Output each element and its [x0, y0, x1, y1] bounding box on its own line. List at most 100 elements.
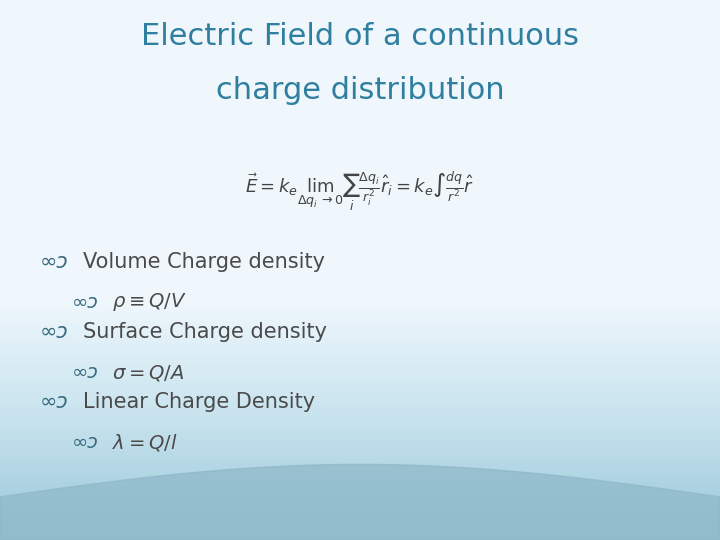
Bar: [0, 40, 720, 43]
Bar: [0, 313, 720, 316]
Bar: [0, 470, 720, 472]
Bar: [0, 262, 720, 265]
Bar: [0, 392, 720, 394]
Bar: [0, 302, 720, 305]
Bar: [0, 46, 720, 49]
Bar: [0, 122, 720, 124]
Bar: [0, 265, 720, 267]
Bar: [0, 275, 720, 278]
Bar: [0, 354, 720, 356]
Bar: [0, 472, 720, 475]
Bar: [0, 316, 720, 319]
Bar: [0, 478, 720, 481]
Bar: [0, 335, 720, 338]
Bar: [0, 494, 720, 497]
Bar: [0, 111, 720, 113]
Bar: [0, 65, 720, 68]
Text: ∞ɔ: ∞ɔ: [40, 252, 68, 272]
Bar: [0, 483, 720, 486]
Bar: [0, 130, 720, 132]
Bar: [0, 338, 720, 340]
Bar: [0, 62, 720, 65]
Bar: [0, 240, 720, 243]
Bar: [0, 157, 720, 159]
Bar: [0, 103, 720, 105]
Bar: [0, 108, 720, 111]
Bar: [0, 143, 720, 146]
Bar: [0, 146, 720, 148]
Bar: [0, 505, 720, 508]
Bar: [0, 524, 720, 526]
Text: ∞ɔ: ∞ɔ: [40, 322, 68, 342]
Bar: [0, 521, 720, 524]
Bar: [0, 370, 720, 373]
Bar: [0, 281, 720, 284]
Bar: [0, 27, 720, 30]
Bar: [0, 219, 720, 221]
Bar: [0, 173, 720, 176]
Bar: [0, 332, 720, 335]
Bar: [0, 70, 720, 73]
Bar: [0, 238, 720, 240]
Bar: [0, 49, 720, 51]
Bar: [0, 267, 720, 270]
Bar: [0, 340, 720, 343]
Bar: [0, 305, 720, 308]
Bar: [0, 159, 720, 162]
Bar: [0, 189, 720, 192]
Bar: [0, 373, 720, 375]
Bar: [0, 432, 720, 435]
Text: Surface Charge density: Surface Charge density: [83, 322, 327, 342]
Bar: [0, 211, 720, 213]
Bar: [0, 362, 720, 364]
Bar: [0, 270, 720, 273]
Text: Volume Charge density: Volume Charge density: [83, 252, 325, 272]
Bar: [0, 57, 720, 59]
Bar: [0, 186, 720, 189]
Bar: [0, 184, 720, 186]
Bar: [0, 81, 720, 84]
Text: charge distribution: charge distribution: [216, 76, 504, 105]
Bar: [0, 8, 720, 11]
Bar: [0, 413, 720, 416]
Bar: [0, 491, 720, 494]
Bar: [0, 251, 720, 254]
Text: $\rho\equiv Q/V$: $\rho\equiv Q/V$: [112, 292, 186, 313]
Bar: [0, 135, 720, 138]
Bar: [0, 443, 720, 445]
Bar: [0, 178, 720, 181]
Bar: [0, 148, 720, 151]
Bar: [0, 364, 720, 367]
Bar: [0, 451, 720, 454]
Bar: [0, 416, 720, 418]
Bar: [0, 308, 720, 310]
Bar: [0, 292, 720, 294]
Bar: [0, 427, 720, 429]
Bar: [0, 224, 720, 227]
Bar: [0, 132, 720, 135]
Bar: [0, 162, 720, 165]
Bar: [0, 300, 720, 302]
Bar: [0, 289, 720, 292]
Bar: [0, 526, 720, 529]
Bar: [0, 310, 720, 313]
Bar: [0, 346, 720, 348]
Bar: [0, 89, 720, 92]
Bar: [0, 440, 720, 443]
Bar: [0, 459, 720, 462]
Bar: [0, 51, 720, 54]
Bar: [0, 30, 720, 32]
Bar: [0, 486, 720, 489]
Bar: [0, 246, 720, 248]
Bar: [0, 321, 720, 324]
Bar: [0, 94, 720, 97]
Bar: [0, 176, 720, 178]
Bar: [0, 297, 720, 300]
Bar: [0, 43, 720, 46]
Bar: [0, 351, 720, 354]
Bar: [0, 113, 720, 116]
Bar: [0, 254, 720, 256]
Bar: [0, 424, 720, 427]
Bar: [0, 124, 720, 127]
Bar: [0, 0, 720, 3]
